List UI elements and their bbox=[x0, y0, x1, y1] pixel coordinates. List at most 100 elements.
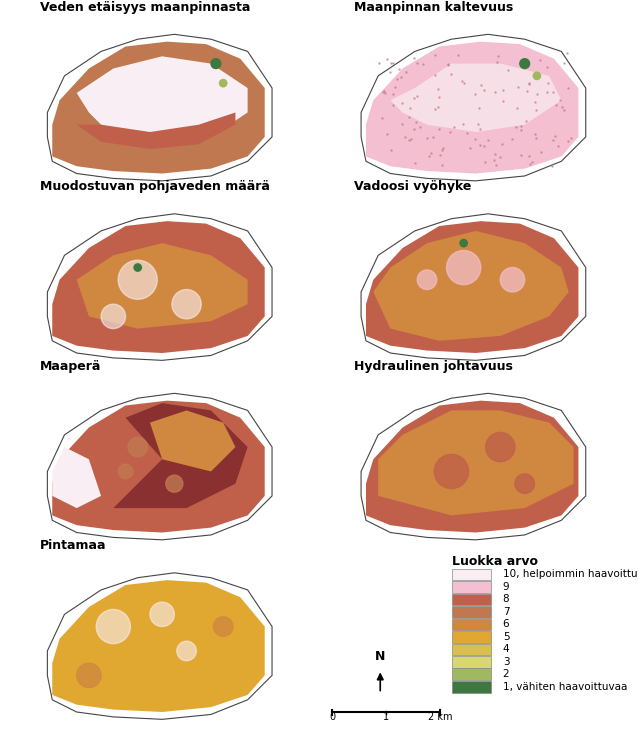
Polygon shape bbox=[373, 231, 568, 341]
Circle shape bbox=[447, 251, 481, 285]
Polygon shape bbox=[77, 243, 248, 329]
FancyBboxPatch shape bbox=[452, 631, 491, 643]
Point bbox=[394, 63, 404, 75]
Point bbox=[524, 78, 534, 90]
Point bbox=[378, 86, 389, 98]
Point bbox=[409, 123, 419, 135]
Point bbox=[495, 151, 505, 163]
Point bbox=[392, 73, 403, 85]
Point bbox=[542, 86, 552, 98]
Text: Hydraulinen johtavuus: Hydraulinen johtavuus bbox=[353, 360, 512, 372]
Point bbox=[561, 47, 572, 59]
Point bbox=[434, 123, 444, 135]
Point bbox=[446, 67, 456, 79]
Polygon shape bbox=[378, 410, 574, 515]
Point bbox=[385, 57, 396, 69]
Point bbox=[380, 87, 390, 99]
Point bbox=[554, 94, 565, 106]
Circle shape bbox=[211, 58, 221, 69]
Text: 8: 8 bbox=[503, 594, 509, 605]
Point bbox=[412, 90, 422, 102]
Text: 10, helpoimmin haavoittuvaa: 10, helpoimmin haavoittuvaa bbox=[503, 570, 638, 579]
Point bbox=[489, 154, 499, 166]
Point bbox=[512, 102, 522, 114]
Point bbox=[526, 156, 537, 168]
Point bbox=[524, 158, 535, 170]
Point bbox=[480, 156, 490, 168]
Point bbox=[524, 77, 534, 89]
Point bbox=[436, 145, 447, 157]
Point bbox=[457, 118, 468, 130]
Point bbox=[563, 134, 573, 146]
Point bbox=[530, 97, 540, 109]
Point bbox=[400, 132, 410, 143]
Polygon shape bbox=[366, 41, 579, 174]
Point bbox=[546, 160, 556, 171]
Point bbox=[530, 128, 540, 140]
Point bbox=[566, 132, 576, 144]
Point bbox=[516, 149, 526, 160]
Point bbox=[531, 103, 541, 115]
Text: Vadoosi vyöhyke: Vadoosi vyöhyke bbox=[353, 180, 471, 193]
Point bbox=[470, 88, 480, 100]
Point bbox=[532, 88, 542, 100]
Text: 6: 6 bbox=[503, 619, 509, 630]
Circle shape bbox=[460, 239, 467, 247]
Point bbox=[516, 120, 526, 132]
Circle shape bbox=[77, 663, 101, 687]
Point bbox=[536, 146, 546, 158]
Text: 0: 0 bbox=[329, 712, 336, 722]
Circle shape bbox=[214, 617, 233, 636]
Point bbox=[415, 121, 425, 133]
Point bbox=[412, 116, 422, 128]
Point bbox=[396, 71, 406, 83]
Point bbox=[406, 133, 417, 145]
Polygon shape bbox=[77, 56, 248, 142]
Circle shape bbox=[219, 80, 227, 86]
Point bbox=[445, 126, 455, 137]
Point bbox=[491, 160, 501, 171]
Point bbox=[430, 49, 440, 61]
Point bbox=[404, 103, 415, 115]
FancyBboxPatch shape bbox=[452, 606, 491, 618]
Polygon shape bbox=[52, 221, 265, 353]
Point bbox=[390, 81, 401, 93]
Point bbox=[379, 85, 389, 97]
Point bbox=[404, 134, 414, 146]
Point bbox=[558, 104, 568, 116]
Point bbox=[475, 80, 486, 92]
Point bbox=[531, 132, 541, 144]
Point bbox=[551, 99, 561, 111]
Point bbox=[408, 52, 419, 64]
Point bbox=[388, 88, 398, 100]
Point bbox=[524, 149, 534, 161]
Point bbox=[470, 133, 480, 145]
Point bbox=[503, 64, 513, 76]
Circle shape bbox=[128, 437, 147, 457]
Point bbox=[374, 57, 384, 69]
Text: 7: 7 bbox=[503, 607, 509, 617]
Point bbox=[497, 138, 507, 150]
Point bbox=[465, 142, 475, 154]
Point bbox=[535, 54, 545, 66]
Circle shape bbox=[177, 641, 197, 661]
Point bbox=[553, 140, 563, 152]
Polygon shape bbox=[52, 401, 265, 533]
Point bbox=[478, 140, 489, 151]
Polygon shape bbox=[47, 214, 272, 361]
Point bbox=[397, 118, 407, 130]
Point bbox=[472, 118, 482, 130]
FancyBboxPatch shape bbox=[452, 568, 491, 580]
Point bbox=[492, 56, 502, 68]
Point bbox=[479, 84, 489, 96]
Text: 1, vähiten haavoittuvaa: 1, vähiten haavoittuvaa bbox=[503, 682, 627, 692]
Text: Pintamaa: Pintamaa bbox=[40, 539, 107, 552]
Point bbox=[443, 58, 454, 70]
Point bbox=[385, 67, 395, 78]
Circle shape bbox=[101, 304, 126, 329]
Point bbox=[459, 77, 470, 89]
Point bbox=[483, 134, 493, 146]
Circle shape bbox=[417, 270, 437, 290]
Circle shape bbox=[96, 610, 130, 644]
Point bbox=[490, 86, 500, 98]
